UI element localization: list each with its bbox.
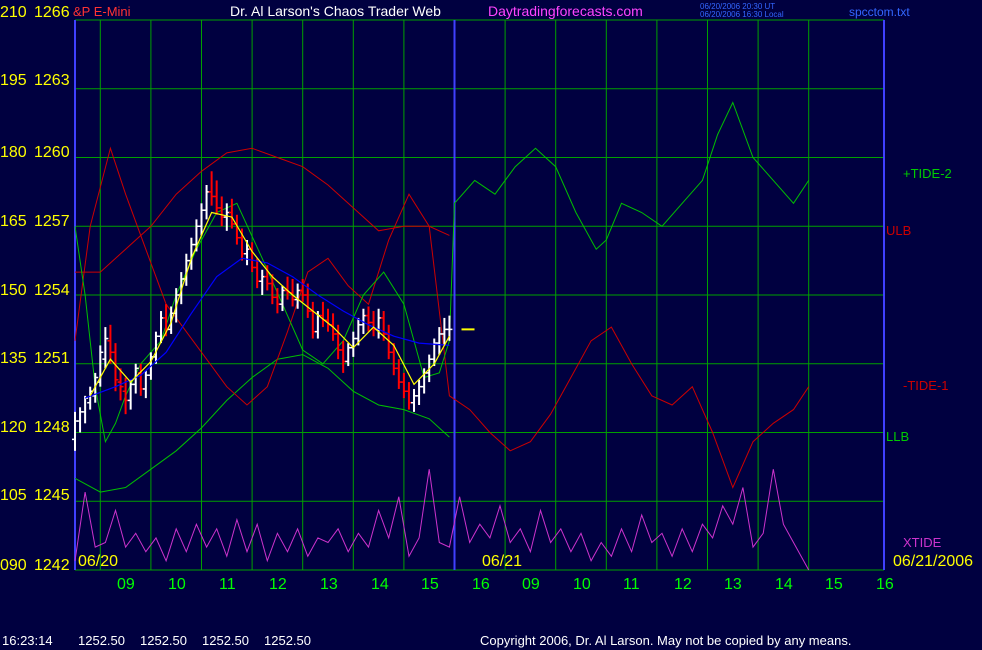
y-price-tick-label: 1263 — [34, 72, 70, 89]
footer-timestamp: 16:23:14 — [2, 633, 53, 648]
series-label-tide2: +TIDE-2 — [903, 166, 952, 181]
ulb-line — [75, 147, 450, 273]
x-tick-label: 09 — [522, 576, 540, 593]
y-price-tick-label: 1260 — [34, 144, 70, 161]
x-tick-label: 11 — [623, 576, 640, 593]
time-utc: 06/20/2006 20:30 UT — [700, 2, 775, 11]
x-tick-label: 11 — [219, 576, 236, 593]
llb-line — [74, 354, 450, 493]
y-left-tick-label: 150 — [0, 282, 27, 299]
x-tick-label: 12 — [674, 576, 692, 593]
date-label-start: 06/20 — [78, 553, 118, 570]
y-left-tick-label: 105 — [0, 487, 27, 504]
x-tick-label: 13 — [320, 576, 338, 593]
series-label-llb: LLB — [886, 429, 909, 444]
overlays — [84, 211, 475, 399]
y-left-tick-label: 180 — [0, 144, 27, 161]
x-tick-label: 14 — [371, 576, 389, 593]
y-price-tick-label: 1242 — [34, 557, 70, 574]
x-tick-label: 09 — [117, 576, 135, 593]
time-local: 06/20/2006 16:30 Local — [700, 10, 784, 19]
y-price-tick-label: 1266 — [34, 4, 70, 21]
ma-blue-line — [84, 257, 450, 399]
series-label-ulb: ULB — [886, 223, 911, 238]
x-tick-label: 15 — [421, 576, 439, 593]
y-price-tick-label: 1245 — [34, 487, 70, 504]
site-link[interactable]: Daytradingforecasts.com — [488, 3, 643, 19]
y-left-tick-label: 210 — [0, 4, 27, 21]
footer-high: 1252.50 — [140, 633, 187, 648]
y-left-tick-label: 120 — [0, 419, 27, 436]
ma-yellow-line — [89, 211, 450, 397]
date-label-mid: 06/21 — [482, 553, 522, 570]
footer-close: 1252.50 — [264, 633, 311, 648]
y-price-tick-label: 1248 — [34, 419, 70, 436]
x-tick-label: 13 — [724, 576, 742, 593]
y-left-tick-label: 090 — [0, 557, 27, 574]
y-left-tick-label: 135 — [0, 350, 27, 367]
file-name: spcctom.txt — [849, 5, 910, 19]
x-tick-label: 10 — [573, 576, 591, 593]
y-price-tick-label: 1254 — [34, 282, 70, 299]
tide1-line — [74, 146, 810, 489]
chart-title: Dr. Al Larson's Chaos Trader Web — [230, 3, 441, 19]
x-tick-label: 14 — [775, 576, 793, 593]
x-tick-label: 16 — [472, 576, 490, 593]
y-price-tick-label: 1251 — [34, 350, 70, 367]
bands — [74, 101, 810, 571]
x-tick-label: 12 — [269, 576, 287, 593]
x-axis-labels: 09 10 11 12 13 14 15 16 09 10 11 12 13 1… — [117, 576, 894, 593]
grid — [74, 19, 885, 571]
footer-copyright: Copyright 2006, Dr. Al Larson. May not b… — [480, 633, 851, 648]
xtide-line — [74, 469, 810, 571]
footer-open: 1252.50 — [78, 633, 125, 648]
x-tick-label: 15 — [825, 576, 843, 593]
series-label-xtide: XTIDE — [903, 535, 942, 550]
symbol-label: &P E-Mini — [73, 4, 131, 19]
y-axis-labels: 195 1263 180 1260 165 1257 150 1254 135 … — [0, 72, 70, 574]
y-left-tick-label: 195 — [0, 72, 27, 89]
date-label-end: 06/21/2006 — [893, 553, 973, 570]
series-label-tide1: -TIDE-1 — [903, 378, 949, 393]
x-tick-label: 10 — [168, 576, 186, 593]
x-tick-label: 16 — [876, 576, 894, 593]
y-left-tick-label: 165 — [0, 213, 27, 230]
y-price-tick-label: 1257 — [34, 213, 70, 230]
footer-low: 1252.50 — [202, 633, 249, 648]
